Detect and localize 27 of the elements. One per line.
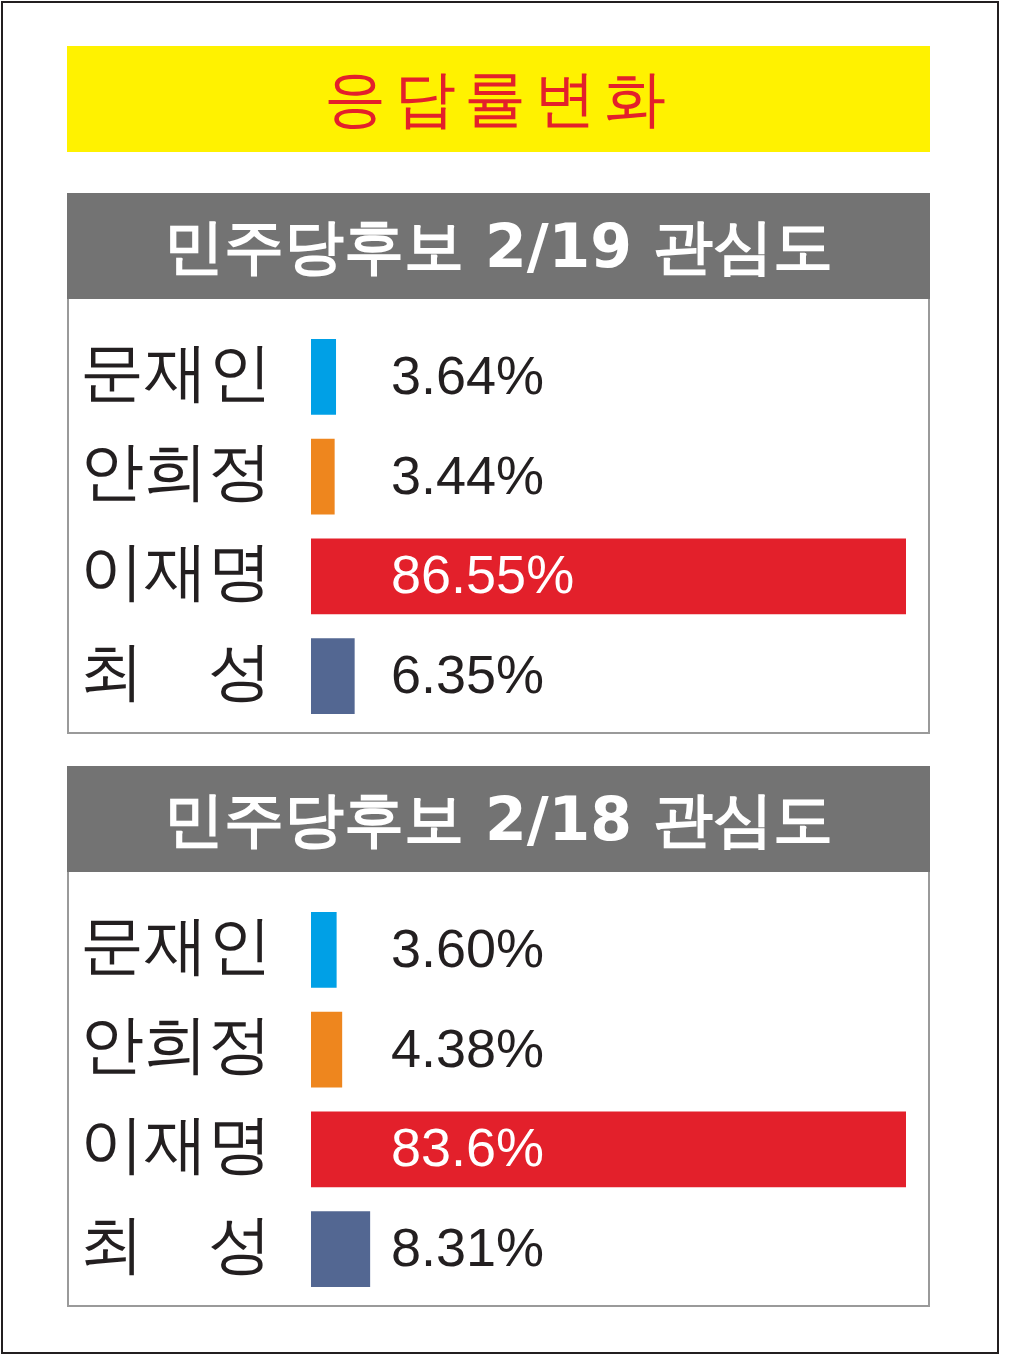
data-label: 6.35% — [391, 644, 545, 705]
data-label: 3.64% — [391, 344, 545, 405]
bar — [311, 911, 337, 988]
bar — [311, 538, 906, 615]
bar — [311, 1111, 906, 1188]
bar — [311, 1211, 371, 1288]
bar — [311, 338, 337, 415]
data-label: 3.44% — [391, 444, 545, 505]
y-tick-label: 안희정 — [80, 434, 272, 509]
data-label: 83.6% — [391, 1117, 545, 1178]
data-label: 4.38% — [391, 1017, 545, 1078]
y-tick-label: 이재명 — [80, 1107, 272, 1181]
bar — [311, 638, 355, 715]
data-label: 86.55% — [391, 544, 575, 605]
y-tick-label: 문재인 — [80, 907, 272, 982]
bar — [311, 438, 335, 515]
y-tick-label: 문재인 — [80, 334, 272, 409]
bar — [311, 1011, 343, 1088]
y-tick-label: 이재명 — [80, 534, 272, 608]
data-label: 3.60% — [391, 917, 545, 978]
y-tick-label: 안희정 — [80, 1007, 272, 1082]
y-tick-label: 최 성 — [80, 1206, 272, 1281]
data-label: 8.31% — [391, 1217, 545, 1278]
y-tick-label: 최 성 — [80, 633, 272, 708]
chart-title: 민주당후보 2/18 관심도 — [67, 766, 930, 872]
text: 응답률변화 — [67, 46, 930, 152]
chart-title: 민주당후보 2/19 관심도 — [67, 193, 930, 299]
